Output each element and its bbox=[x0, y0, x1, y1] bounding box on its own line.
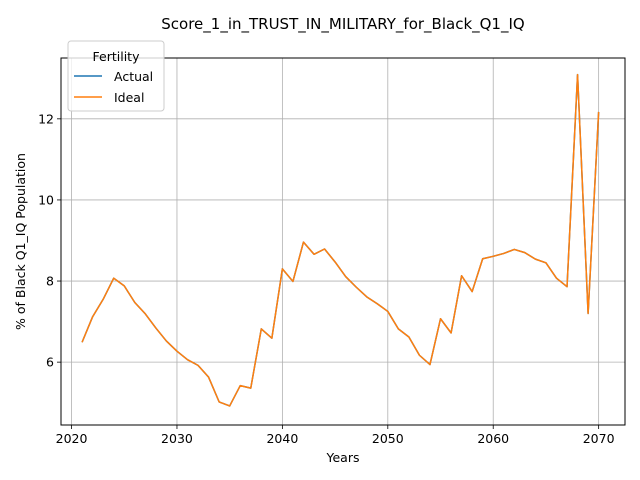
legend-box bbox=[67, 40, 165, 112]
x-tick-label: 2030 bbox=[161, 431, 193, 446]
x-tick-label: 2020 bbox=[56, 431, 88, 446]
grid bbox=[61, 58, 625, 425]
y-tick-label: 6 bbox=[46, 355, 54, 370]
plot-frame bbox=[60, 57, 626, 426]
legend: Fertility Actual Ideal bbox=[67, 40, 165, 112]
y-tick-label: 8 bbox=[46, 274, 54, 289]
axis-ticks: 2020 2030 2040 2050 2060 2070 6 8 10 12 bbox=[38, 111, 615, 446]
legend-entry-actual: Actual bbox=[114, 69, 153, 84]
legend-title: Fertility bbox=[93, 49, 141, 64]
series-line-ideal bbox=[81, 73, 600, 407]
y-tick-label: 10 bbox=[38, 192, 54, 207]
x-tick-label: 2070 bbox=[583, 431, 615, 446]
y-tick-label: 12 bbox=[38, 111, 54, 126]
series-lines bbox=[81, 73, 600, 407]
legend-entry-ideal: Ideal bbox=[114, 90, 144, 105]
x-tick-label: 2050 bbox=[372, 431, 404, 446]
x-axis-label: Years bbox=[326, 450, 360, 465]
y-axis-label: % of Black Q1_IQ Population bbox=[13, 153, 28, 330]
chart-title: Score_1_in_TRUST_IN_MILITARY_for_Black_Q… bbox=[161, 15, 524, 34]
x-tick-label: 2060 bbox=[477, 431, 509, 446]
x-tick-label: 2040 bbox=[266, 431, 298, 446]
